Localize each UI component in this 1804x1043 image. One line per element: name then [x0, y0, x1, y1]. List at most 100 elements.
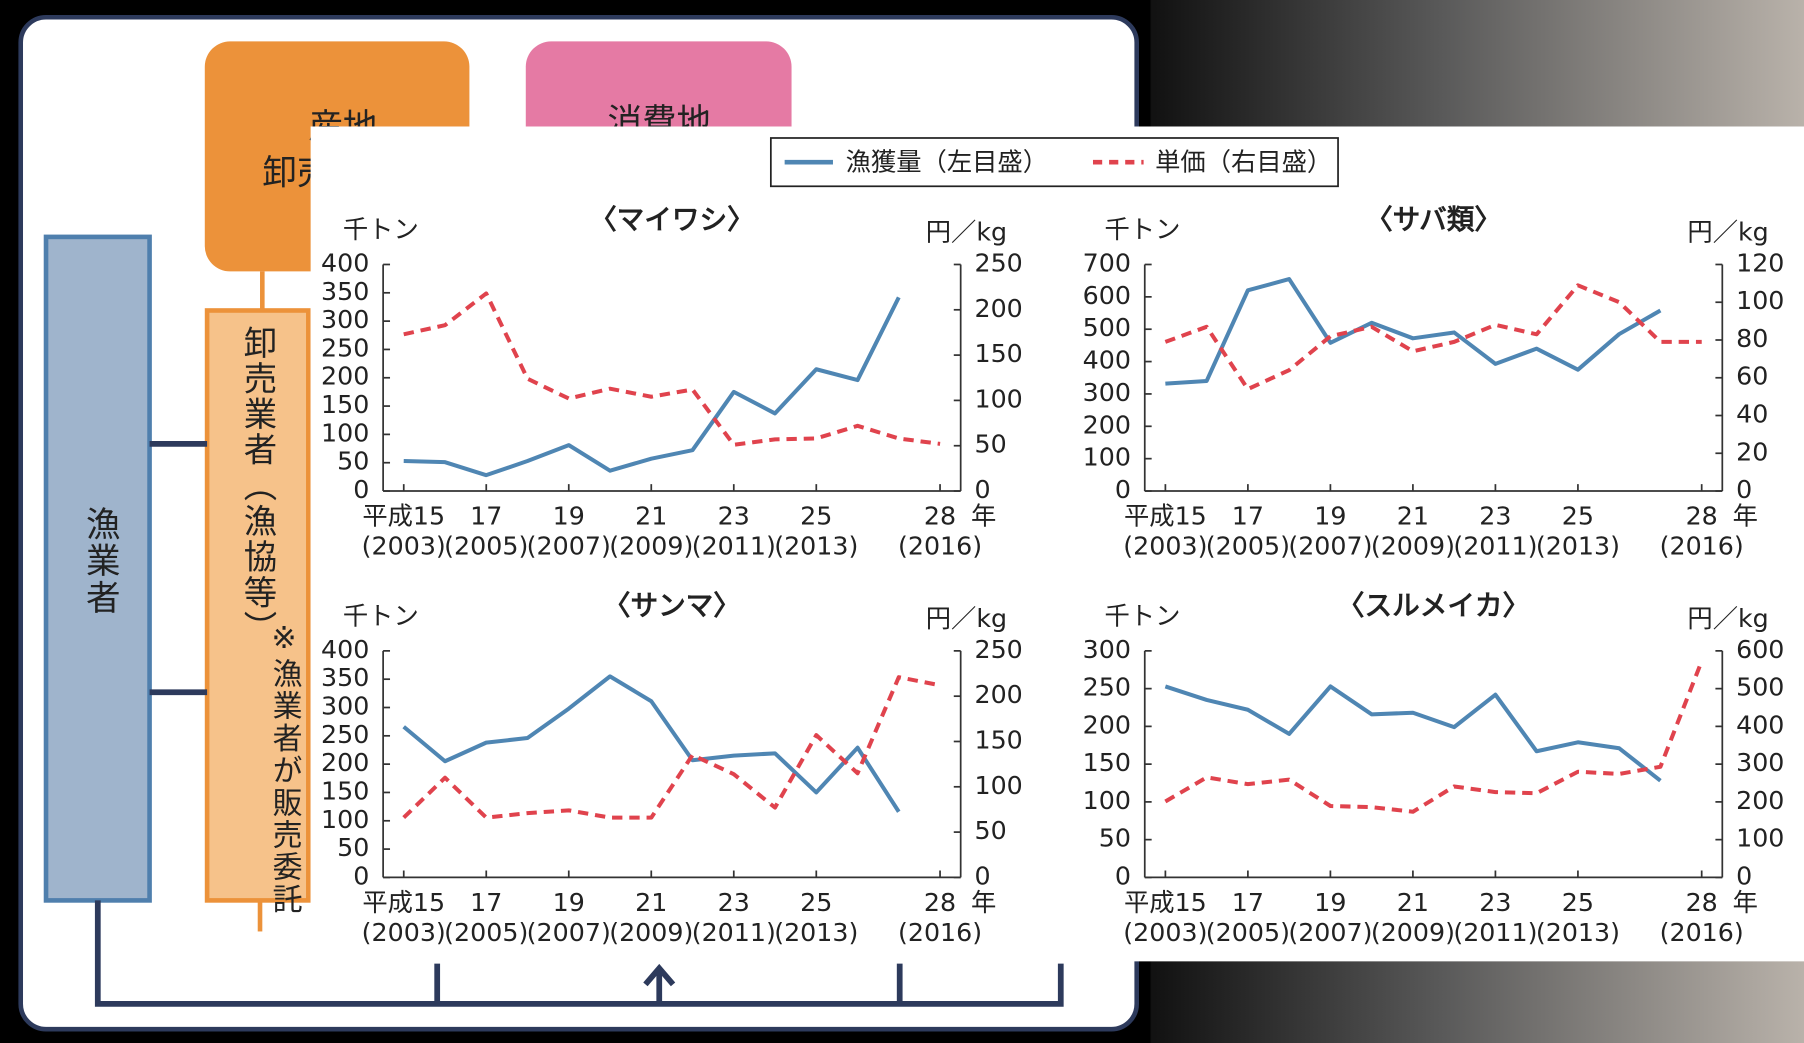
- x-tick-label: (2016): [898, 918, 982, 947]
- y-tick-label: 200: [321, 748, 369, 777]
- x-tick-label: 21: [1397, 501, 1429, 530]
- y-tick-label: 100: [321, 418, 369, 447]
- x-tick-label: (2003): [1123, 918, 1207, 947]
- y2-tick-label: 200: [974, 294, 1022, 323]
- y2-tick-label: 80: [1736, 324, 1768, 353]
- x-tick-label: (2013): [774, 918, 858, 947]
- x-tick-label: 17: [1232, 501, 1264, 530]
- y2-tick-label: 100: [1736, 824, 1784, 853]
- x-tick-label: (2005): [444, 918, 528, 947]
- y2-tick-label: 500: [1736, 673, 1784, 702]
- x-tick-label: 19: [1314, 888, 1346, 917]
- y-tick-label: 350: [321, 277, 369, 306]
- y-tick-label: 350: [321, 663, 369, 692]
- y2-tick-label: 300: [1736, 748, 1784, 777]
- y2-tick-label: 0: [974, 861, 990, 890]
- wholesaler-note: ※漁業者が販売委託: [267, 621, 303, 916]
- x-tick-label: 28: [1686, 888, 1718, 917]
- x-tick-label: (2016): [1660, 918, 1744, 947]
- chart-title: 〈マイワシ〉: [589, 203, 755, 236]
- x-tick-label: 19: [553, 888, 585, 917]
- y2-tick-label: 150: [974, 725, 1022, 754]
- x-tick-label: 28: [1686, 501, 1718, 530]
- y2-tick-label: 60: [1736, 362, 1768, 391]
- x-axis-label: 年: [1733, 501, 1758, 530]
- x-tick-label: 25: [1562, 501, 1594, 530]
- y2-tick-label: 250: [974, 248, 1022, 277]
- x-axis-label: 年: [971, 501, 996, 530]
- y-tick-label: 200: [321, 362, 369, 391]
- x-tick-label: (2007): [527, 531, 611, 560]
- page: 産地 卸売 消費地 漁業者 卸売業者（漁協等） ※漁業者が販売委託 漁獲量（左目…: [0, 0, 1804, 1043]
- x-tick-label: 23: [718, 888, 750, 917]
- x-tick-label: (2013): [1536, 918, 1620, 947]
- y2-tick-label: 0: [974, 475, 990, 504]
- y-axis-label: 千トン: [343, 215, 419, 244]
- y2-tick-label: 40: [1736, 400, 1768, 429]
- x-tick-label: (2013): [774, 531, 858, 560]
- x-tick-label: (2011): [1453, 531, 1537, 560]
- y-tick-label: 150: [321, 776, 369, 805]
- y-axis-label: 千トン: [1104, 602, 1180, 631]
- x-tick-label: (2007): [1288, 531, 1372, 560]
- y2-tick-label: 20: [1736, 437, 1768, 466]
- x-tick-label: (2016): [898, 531, 982, 560]
- y-tick-label: 300: [321, 305, 369, 334]
- x-tick-label: 23: [1479, 501, 1511, 530]
- y-tick-label: 0: [1115, 861, 1131, 890]
- x-tick-label: 19: [1314, 501, 1346, 530]
- y-tick-label: 400: [321, 248, 369, 277]
- x-tick-label: (2013): [1536, 531, 1620, 560]
- y-tick-label: 100: [1083, 786, 1131, 815]
- x-tick-label: 平成15: [362, 501, 445, 530]
- y2-tick-label: 100: [1736, 286, 1784, 315]
- y-tick-label: 200: [1083, 710, 1131, 739]
- x-tick-label: 17: [470, 888, 502, 917]
- y-tick-label: 250: [321, 333, 369, 362]
- y2-tick-label: 100: [974, 384, 1022, 413]
- y-tick-label: 100: [321, 805, 369, 834]
- x-tick-label: (2005): [1206, 918, 1290, 947]
- y-tick-label: 500: [1083, 313, 1131, 342]
- x-tick-label: (2003): [1123, 531, 1207, 560]
- y-tick-label: 0: [353, 475, 369, 504]
- y2-tick-label: 200: [974, 680, 1022, 709]
- chart-title: 〈スルメイカ〉: [1337, 589, 1530, 622]
- chart-title: 〈サバ類〉: [1365, 203, 1502, 236]
- y2-tick-label: 200: [1736, 786, 1784, 815]
- x-axis-label: 年: [971, 888, 996, 917]
- x-tick-label: (2011): [692, 531, 776, 560]
- x-tick-label: (2009): [1371, 531, 1455, 560]
- y-axis-label: 千トン: [343, 602, 419, 631]
- y2-tick-label: 0: [1736, 861, 1752, 890]
- y2-tick-label: 400: [1736, 710, 1784, 739]
- x-tick-label: (2011): [692, 918, 776, 947]
- x-tick-label: 21: [635, 501, 667, 530]
- y-tick-label: 250: [321, 720, 369, 749]
- x-tick-label: 23: [1479, 888, 1511, 917]
- y2-tick-label: 50: [974, 430, 1006, 459]
- x-tick-label: (2005): [1206, 531, 1290, 560]
- y2-tick-label: 50: [974, 816, 1006, 845]
- y-tick-label: 50: [337, 833, 369, 862]
- x-tick-label: 25: [800, 501, 832, 530]
- x-tick-label: (2011): [1453, 918, 1537, 947]
- y-tick-label: 400: [1083, 346, 1131, 375]
- x-tick-label: (2007): [527, 918, 611, 947]
- y-tick-label: 400: [321, 635, 369, 664]
- y2-tick-label: 0: [1736, 475, 1752, 504]
- y-tick-label: 50: [337, 447, 369, 476]
- y-tick-label: 700: [1083, 248, 1131, 277]
- x-tick-label: (2007): [1288, 918, 1372, 947]
- x-tick-label: (2009): [609, 918, 693, 947]
- y2-axis-label: 円／kg: [1687, 217, 1768, 246]
- legend-label: 漁獲量（左目盛）: [846, 147, 1048, 176]
- chart-title: 〈サンマ〉: [603, 589, 741, 622]
- x-tick-label: (2009): [609, 531, 693, 560]
- y2-tick-label: 600: [1736, 635, 1784, 664]
- y2-axis-label: 円／kg: [1687, 604, 1768, 633]
- x-tick-label: (2016): [1660, 531, 1744, 560]
- x-tick-label: 25: [800, 888, 832, 917]
- y-tick-label: 0: [353, 861, 369, 890]
- x-tick-label: (2003): [362, 531, 446, 560]
